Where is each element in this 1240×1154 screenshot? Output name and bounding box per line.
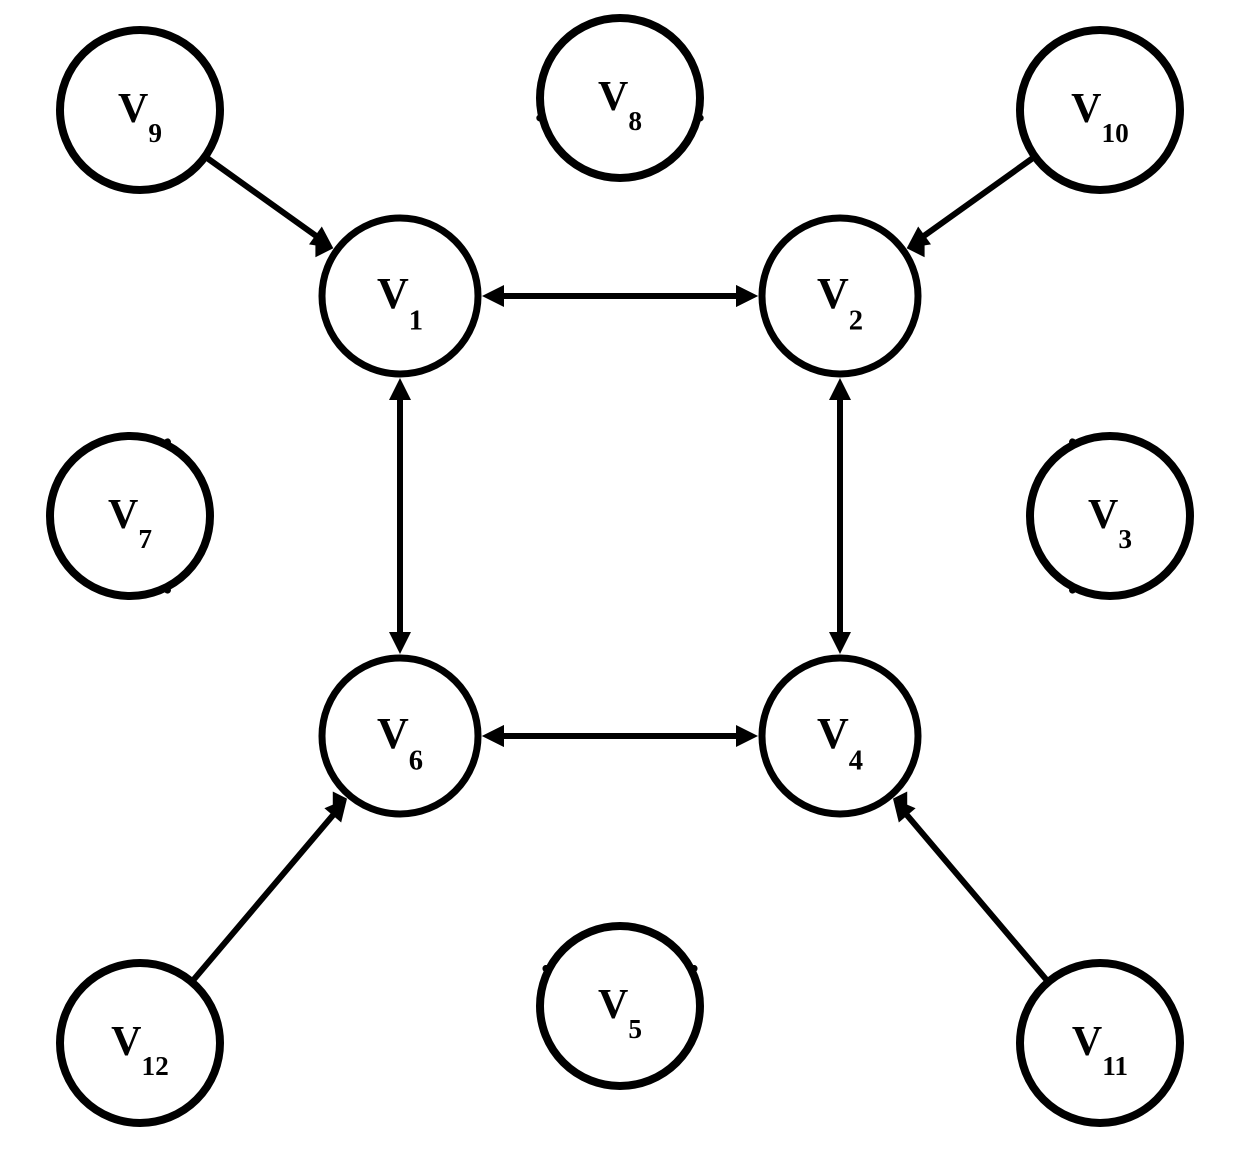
graph-diagram: V1V2V4V6V3V5V7V8V9V10V11V12 [0, 0, 1240, 1154]
edge-V10-V2 [917, 159, 1031, 241]
arrowhead [736, 285, 758, 307]
arrowhead [736, 725, 758, 747]
nodes-layer: V1V2V4V6V3V5V7V8V9V10V11V12 [50, 18, 1190, 1123]
arrowhead [482, 285, 504, 307]
edge-V12-V6 [194, 809, 338, 979]
arrowhead [829, 378, 851, 400]
arrowhead [389, 378, 411, 400]
arrowhead [829, 632, 851, 654]
edge-V9-V1 [208, 159, 322, 241]
edges-layer [113, 86, 1127, 1022]
arrowhead [389, 632, 411, 654]
arrowhead [482, 725, 504, 747]
edge-V11-V4 [902, 809, 1046, 979]
